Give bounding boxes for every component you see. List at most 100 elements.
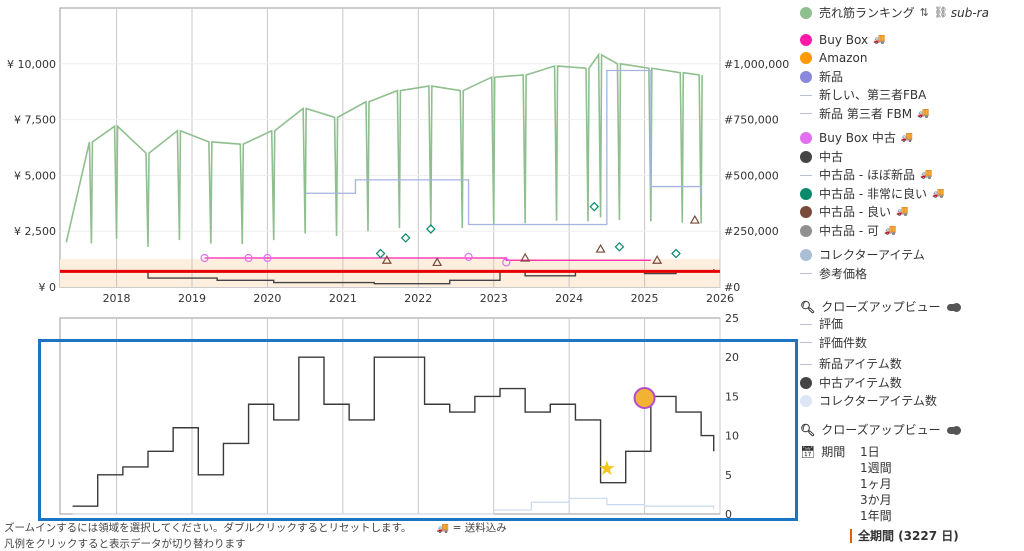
dash-icon — [800, 94, 812, 96]
good-marker — [520, 252, 531, 262]
active-marker — [850, 529, 852, 544]
legend-buy-box[interactable]: Buy Box 🚚 — [800, 31, 989, 50]
buy-box-used-dot-icon — [800, 132, 812, 145]
truck-icon: 🚚 — [917, 107, 930, 119]
amazon-dot-icon — [800, 52, 812, 65]
y-left-tick-label: ¥ 10,000 — [7, 58, 56, 71]
truck-icon: 🚚 — [919, 169, 933, 180]
legend-new-3p-fba[interactable]: 新しい、第三者FBA — [800, 86, 989, 105]
y-left-tick-label: ¥ 7,500 — [14, 114, 56, 127]
series-collectible-offer-count — [72, 497, 715, 515]
upper-closeup-toggle[interactable]: 🔍︎ クローズアップビュー — [800, 297, 989, 317]
good-marker — [689, 214, 700, 224]
x-tick-label: 2023 — [480, 292, 508, 305]
dash-icon — [800, 113, 812, 115]
legend-reference-price[interactable]: 参考価格 — [800, 265, 989, 284]
legend-new-offer-count[interactable]: 新品アイテム数 — [800, 355, 960, 374]
dash-icon — [800, 363, 812, 365]
good-marker — [381, 255, 392, 264]
period-all[interactable]: 全期間 (3227 日) — [800, 527, 960, 546]
zoom-hint: ズームインするには領域を選択してください。ダブルクリックするとリセットします。 … — [4, 522, 507, 534]
y-tick-label: 5 — [725, 469, 732, 482]
magnifier-icon: 🔍︎ — [800, 299, 816, 314]
legend-sales-rank[interactable]: 売れ筋ランキング ⇅ ⛓ sub-ra — [800, 4, 989, 23]
legend-new-3p-fbm[interactable]: 新品 第三者 FBM 🚚 — [800, 105, 989, 124]
toggle-icon[interactable] — [946, 426, 961, 435]
legend-used-very-good[interactable]: 中古品 - 非常に良い 🚚 — [800, 185, 989, 204]
truck-icon: 🚚 — [900, 132, 914, 143]
period-selector: 📅︎ 期間 — [800, 443, 960, 462]
period-options: 1日 1週間 1ヶ月 3か月 1年間 — [800, 444, 960, 524]
y-tick-label: 20 — [725, 351, 739, 364]
dash-icon — [800, 323, 812, 325]
y-right-tick-label: #0 — [724, 281, 740, 294]
very-good-marker — [589, 201, 600, 212]
truck-icon: 🚚 — [895, 206, 909, 217]
x-tick-label: 2018 — [103, 292, 131, 305]
good-marker — [595, 243, 606, 253]
legend-rating[interactable]: 評価 — [800, 315, 960, 334]
collectible-dot-icon — [800, 249, 812, 262]
series-used-offer-count — [72, 356, 715, 507]
y-right-tick-label: #250,000 — [724, 225, 779, 238]
y-right-tick-label: #1,000,000 — [724, 58, 789, 71]
lower-plot-area — [59, 317, 721, 515]
period-1day[interactable]: 1日 — [860, 445, 880, 459]
buy-box-used-marker — [200, 253, 209, 263]
legend-used[interactable]: 中古 — [800, 148, 989, 167]
used-good-dot-icon — [800, 206, 812, 219]
highlight-box — [38, 339, 798, 521]
legend-new[interactable]: 新品 — [800, 68, 989, 87]
used-dot-icon — [800, 150, 812, 163]
star-icon: ★ — [598, 456, 616, 480]
legend-used-good[interactable]: 中古品 - 良い 🚚 — [800, 203, 989, 222]
toggle-icon[interactable] — [946, 302, 961, 312]
truck-icon: 🚚 — [883, 224, 897, 236]
period-1week[interactable]: 1週間 — [860, 461, 892, 475]
y-left-tick-label: ¥ 5,000 — [14, 169, 56, 182]
good-marker — [432, 257, 443, 267]
truck-icon: 🚚 — [931, 187, 945, 199]
period-1year[interactable]: 1年間 — [860, 509, 892, 523]
legend-amazon[interactable]: Amazon — [800, 49, 989, 68]
collectible-count-dot-icon — [800, 395, 812, 408]
hierarchy-icon[interactable]: ⛓ — [933, 6, 948, 19]
x-tick-label: 2019 — [178, 292, 206, 305]
legend-rating-count[interactable]: 評価件数 — [800, 334, 960, 353]
face-icon — [633, 386, 656, 409]
buy-box-dot-icon — [800, 33, 812, 46]
period-3months[interactable]: 3か月 — [860, 493, 892, 507]
series-sales-rank — [65, 52, 703, 247]
used-very-good-dot-icon — [800, 187, 812, 200]
legend-buy-box-used[interactable]: Buy Box 中古 🚚 — [800, 129, 989, 148]
sort-icon[interactable]: ⇅ — [919, 6, 929, 19]
dash-icon — [800, 273, 812, 275]
legend-used-offer-count[interactable]: 中古アイテム数 — [800, 374, 960, 393]
legend-used-like-new[interactable]: 中古品 - ほぼ新品 🚚 — [800, 166, 989, 185]
legend-used-acceptable[interactable]: 中古品 - 可 🚚 — [800, 222, 989, 241]
calendar-icon: 📅︎ — [800, 444, 816, 459]
buy-box-used-marker — [502, 258, 511, 267]
buy-box-used-marker — [464, 252, 473, 261]
very-good-marker — [400, 233, 411, 243]
y-left-tick-label: ¥ 0 — [39, 281, 57, 294]
legend-collectible[interactable]: コレクターアイテム — [800, 246, 989, 265]
x-tick-label: 2026 — [706, 292, 734, 305]
y-tick-label: 0 — [725, 508, 732, 521]
sales-rank-dot-icon — [800, 7, 812, 20]
used-count-dot-icon — [800, 376, 812, 389]
legend-collectible-offer-count[interactable]: コレクターアイテム数 — [800, 392, 960, 411]
very-good-marker — [375, 248, 386, 259]
upper-legend: 売れ筋ランキング ⇅ ⛓ sub-ra Buy Box 🚚 Amazon 新品 新… — [800, 4, 989, 317]
y-right-tick-label: #500,000 — [724, 169, 779, 182]
period-1month[interactable]: 1ヶ月 — [860, 477, 892, 491]
series-used — [66, 269, 715, 285]
x-tick-label: 2021 — [329, 292, 357, 305]
dash-icon — [800, 342, 812, 344]
lower-closeup-toggle[interactable]: 🔍︎ クローズアップビュー — [800, 421, 961, 441]
buy-box-used-marker — [263, 253, 272, 263]
series-buy-box — [204, 257, 651, 261]
y-left-tick-label: ¥ 2,500 — [14, 225, 56, 238]
x-tick-label: 2024 — [555, 292, 583, 305]
